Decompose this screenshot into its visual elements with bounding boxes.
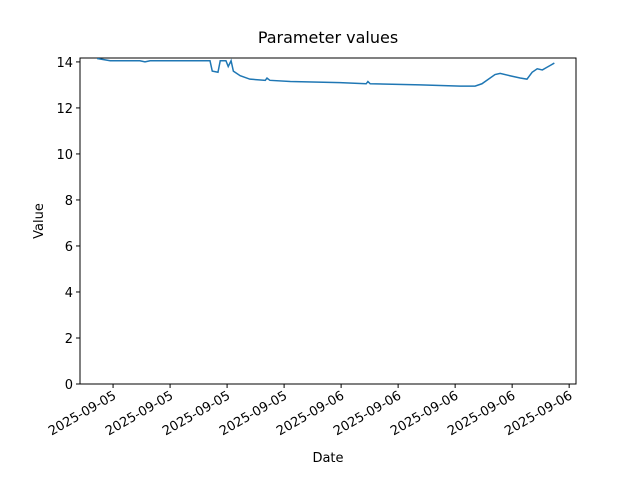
- y-tick-label: 4: [65, 286, 73, 301]
- y-tick-label: 2: [65, 332, 73, 347]
- data-line: [96, 58, 555, 87]
- axes-frame: [79, 57, 577, 385]
- y-tick-label: 10: [56, 148, 73, 163]
- y-tick-label: 0: [65, 378, 73, 393]
- y-tick-label: 12: [56, 102, 73, 117]
- y-tick-label: 6: [65, 240, 73, 255]
- chart-title: Parameter values: [258, 28, 398, 47]
- y-axis-label: Value: [32, 203, 47, 239]
- y-tick-label: 8: [65, 194, 73, 209]
- x-axis-label: Date: [312, 451, 343, 466]
- y-tick-label: 14: [56, 56, 73, 71]
